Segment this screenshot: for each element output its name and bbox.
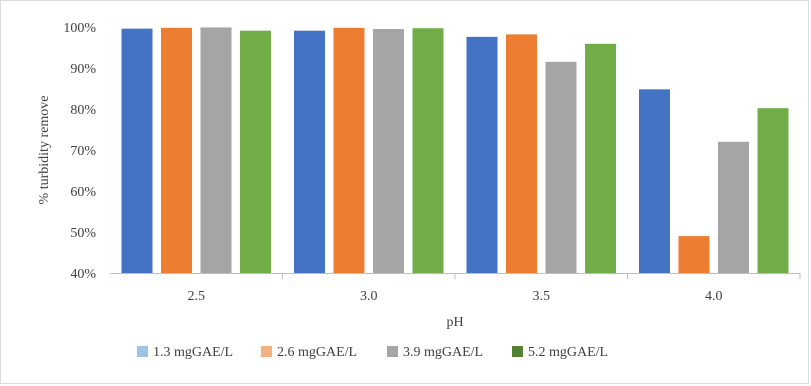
bar [545,61,577,273]
x-tick-label: 3.0 [360,289,378,304]
x-tick-label: 2.5 [188,289,206,304]
y-axis-label: % turbidity remove [37,96,52,205]
legend-swatch [512,346,523,357]
legend: 1.3 mgGAE/L 2.6 mgGAE/L 3.9 mgGAE/L 5.2 mgG… [137,345,608,360]
y-tick-label: 40% [70,267,96,282]
legend-swatch [137,346,148,357]
y-tick-label: 90% [70,62,96,77]
bar [757,108,789,274]
bar [240,30,271,273]
y-tick-label: 80% [70,103,96,118]
bar [718,141,749,273]
legend-entry: 1.3 mgGAE/L [153,345,233,360]
bars [121,27,789,274]
bar [333,27,365,273]
bar [200,27,232,273]
bar [161,27,192,273]
bar [466,36,498,274]
legend-entry: 2.6 mgGAE/L [277,345,357,360]
x-tick-label: 3.5 [533,289,551,304]
bar [294,30,325,273]
y-tick-label: 50% [70,226,96,241]
x-tick-label: 4.0 [705,289,723,304]
legend-entry: 5.2 mgGAE/L [528,345,608,360]
legend-entry: 3.9 mgGAE/L [403,345,483,360]
x-axis-label: pH [446,315,463,330]
bar [585,43,616,274]
legend-swatch [261,346,272,357]
legend-swatch [387,346,398,357]
bar [506,34,537,273]
bar [639,89,670,273]
bar [678,236,710,273]
bar [412,28,444,274]
labels: 40% 50% 60% 70% 80% 90% 100% 2.5 3.0 3.5 4.0 pH % tu… [37,21,723,330]
bar [121,28,153,273]
axes [110,273,801,279]
y-tick-label: 100% [63,21,96,36]
y-tick-label: 60% [70,185,96,200]
bar [373,29,404,273]
y-tick-label: 70% [70,144,96,159]
